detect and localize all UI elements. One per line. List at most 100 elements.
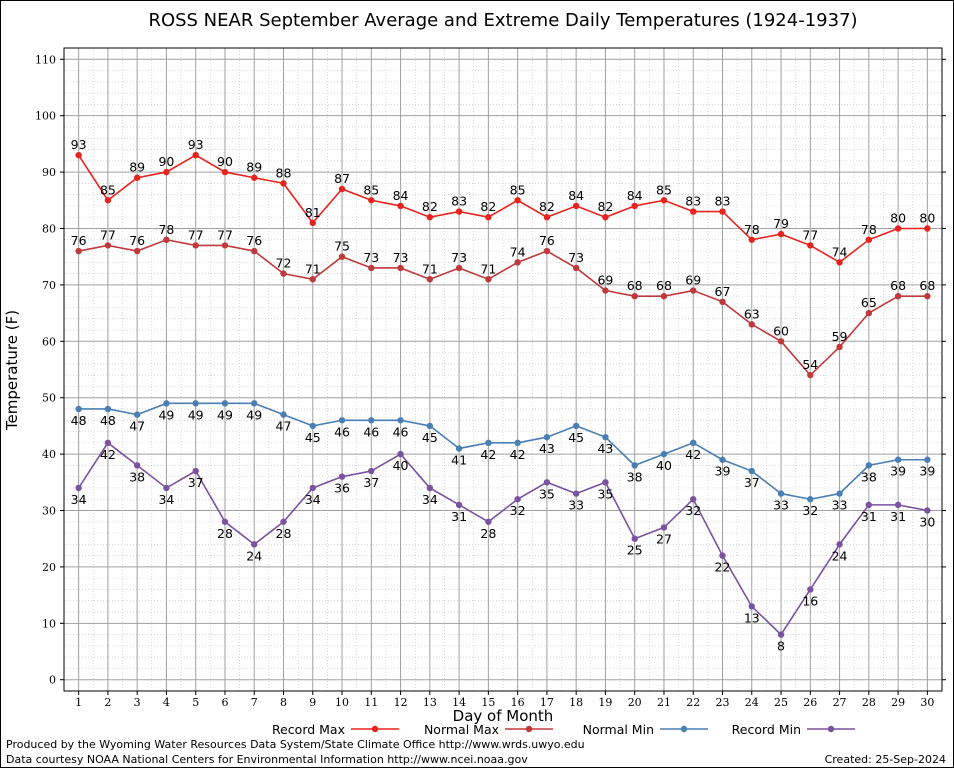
y-tick-label: 10 xyxy=(42,617,56,630)
record-max-data-label: 90 xyxy=(217,154,233,169)
record-min-data-label: 24 xyxy=(246,548,262,563)
x-tick-label: 11 xyxy=(364,696,378,709)
normal-max-data-label: 77 xyxy=(217,227,233,242)
record-max-data-label: 82 xyxy=(539,199,555,214)
normal-max-point xyxy=(572,264,580,272)
normal-min-data-label: 46 xyxy=(363,424,379,439)
x-tick-label: 26 xyxy=(803,696,817,709)
record-min-point xyxy=(133,462,141,469)
normal-min-point xyxy=(543,433,551,441)
normal-max-point xyxy=(163,236,170,243)
x-tick-label: 24 xyxy=(745,696,759,709)
x-tick-label: 19 xyxy=(598,696,612,709)
x-tick-label: 17 xyxy=(540,696,554,709)
normal-min-point xyxy=(251,400,258,407)
normal-min-data-label: 49 xyxy=(246,407,262,422)
x-tick-label: 2 xyxy=(104,696,111,709)
record-max-point xyxy=(807,242,814,249)
record-min-data-label: 13 xyxy=(744,610,760,625)
record-max-data-label: 85 xyxy=(363,182,379,197)
normal-max-point xyxy=(690,287,697,294)
x-tick-label: 5 xyxy=(192,696,199,709)
record-max-point xyxy=(690,208,697,215)
normal-min-data-label: 33 xyxy=(832,498,848,513)
normal-max-point xyxy=(133,247,141,255)
record-min-data-label: 37 xyxy=(363,475,379,490)
x-tick-label: 3 xyxy=(134,696,141,709)
record-min-point xyxy=(836,541,843,548)
record-max-data-label: 74 xyxy=(832,244,848,259)
y-tick-label: 40 xyxy=(42,448,56,461)
normal-min-data-label: 38 xyxy=(861,469,877,484)
record-min-data-label: 34 xyxy=(158,492,174,507)
record-max-data-label: 85 xyxy=(100,182,116,197)
normal-min-point xyxy=(280,411,287,418)
record-min-data-label: 28 xyxy=(217,526,233,541)
record-max-point xyxy=(309,219,316,227)
record-max-data-label: 87 xyxy=(334,171,350,186)
record-min-data-label: 31 xyxy=(861,509,877,524)
record-max-line xyxy=(77,154,928,264)
record-min-point xyxy=(280,518,287,525)
normal-min-point xyxy=(865,462,873,469)
y-tick-label: 100 xyxy=(35,110,56,123)
normal-min-point xyxy=(924,456,931,463)
normal-min-data-label: 49 xyxy=(158,407,174,422)
record-min-point xyxy=(75,484,82,492)
normal-max-point xyxy=(631,292,638,300)
normal-max-data-label: 54 xyxy=(802,357,818,372)
normal-max-data-label: 65 xyxy=(861,295,877,310)
normal-min-data-label: 39 xyxy=(715,464,731,479)
normal-min-point xyxy=(836,490,843,497)
normal-max-point xyxy=(777,338,785,345)
record-min-point xyxy=(924,507,931,514)
chart-title: ROSS NEAR September Average and Extreme … xyxy=(148,10,857,31)
record-max-data-label: 83 xyxy=(451,194,467,209)
record-max-data-label: 79 xyxy=(773,216,789,231)
record-min-point xyxy=(426,484,434,492)
normal-max-data-label: 63 xyxy=(744,306,760,321)
normal-max-point xyxy=(807,371,814,379)
normal-min-point xyxy=(660,450,668,458)
record-min-data-label: 24 xyxy=(832,548,848,563)
x-tick-label: 22 xyxy=(686,696,700,709)
record-max-data-label: 89 xyxy=(129,160,145,175)
record-max-point xyxy=(133,174,141,181)
normal-min-point xyxy=(426,422,434,430)
record-min-data-label: 31 xyxy=(890,509,906,524)
legend-marker-record-min xyxy=(827,725,835,733)
normal-max-data-label: 73 xyxy=(363,250,379,265)
normal-max-point xyxy=(75,247,82,255)
normal-min-data-label: 48 xyxy=(71,413,87,428)
record-max-data-label: 81 xyxy=(305,205,321,220)
x-tick-label: 18 xyxy=(569,696,583,709)
normal-max-data-label: 68 xyxy=(890,278,906,293)
normal-min-data-label: 40 xyxy=(656,458,672,473)
x-tick-label: 1 xyxy=(75,696,82,709)
normal-max-point xyxy=(543,247,551,255)
normal-max-data-label: 72 xyxy=(276,256,292,271)
normal-min-line xyxy=(78,402,928,501)
x-tick-label: 15 xyxy=(481,696,495,709)
normal-min-point xyxy=(777,490,785,497)
record-min-data-label: 36 xyxy=(334,481,350,496)
record-max-point xyxy=(660,197,668,204)
legend-label-normal-max: Normal Max xyxy=(424,722,499,737)
y-tick-label: 0 xyxy=(49,674,56,687)
record-max-point xyxy=(865,236,873,243)
record-max-point xyxy=(221,168,229,176)
record-min-data-label: 30 xyxy=(919,515,935,530)
record-max-point xyxy=(75,151,82,159)
y-tick-label: 70 xyxy=(42,279,56,292)
x-tick-label: 10 xyxy=(335,696,349,709)
normal-max-point xyxy=(455,264,463,272)
record-min-point xyxy=(163,484,170,492)
normal-max-point xyxy=(426,276,434,283)
normal-min-point xyxy=(397,417,404,424)
y-tick-label: 90 xyxy=(42,166,56,179)
record-min-point xyxy=(455,501,463,509)
normal-max-data-label: 71 xyxy=(422,261,438,276)
y-tick-label: 80 xyxy=(42,222,56,235)
y-tick-label: 50 xyxy=(42,392,56,405)
normal-max-data-label: 74 xyxy=(510,244,526,259)
